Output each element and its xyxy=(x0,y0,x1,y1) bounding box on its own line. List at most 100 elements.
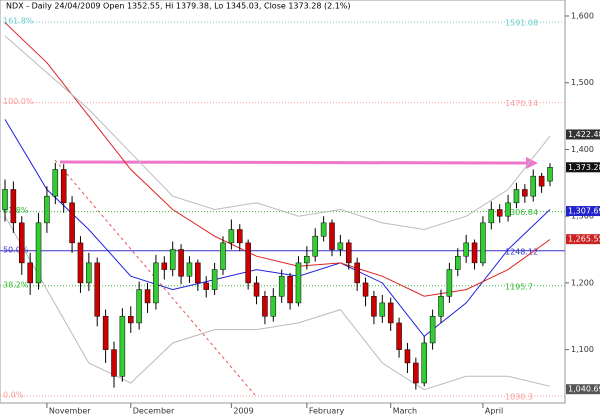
price-tag-label: 1,422.48 xyxy=(568,130,600,139)
candle-body xyxy=(94,262,100,317)
candle-body xyxy=(211,269,218,290)
candle-body xyxy=(396,322,402,350)
candle-body xyxy=(161,262,168,270)
line-series xyxy=(4,35,551,231)
candle-body xyxy=(522,189,528,197)
candle-body xyxy=(270,295,277,317)
candle-body xyxy=(547,167,553,182)
candle-body xyxy=(513,189,520,204)
candle-body xyxy=(295,262,302,304)
line-series xyxy=(4,22,551,297)
line-series xyxy=(4,119,551,338)
x-tick-label: November xyxy=(49,407,91,416)
price-tag-label: 1,265.55 xyxy=(568,235,600,244)
candle-body xyxy=(346,242,352,264)
price-tag-label: 1,307.69 xyxy=(568,207,600,216)
candle-body xyxy=(304,255,310,264)
y-tick-label: 1,400 xyxy=(571,145,594,154)
candle-body xyxy=(387,302,394,324)
candle-body xyxy=(2,189,8,210)
candle-body xyxy=(530,175,536,197)
fib-value: 1470.14 xyxy=(505,99,538,108)
price-tag xyxy=(566,206,600,217)
candle-body xyxy=(278,275,285,297)
candle-body xyxy=(220,242,226,270)
fib-label: 100.0% xyxy=(3,97,34,106)
candle-body xyxy=(136,289,142,324)
candle-body xyxy=(421,342,427,384)
y-tick-label: 1,600 xyxy=(571,12,594,21)
plot-frame xyxy=(0,0,566,404)
candle-body xyxy=(86,262,92,284)
x-tick-label: 2009 xyxy=(233,407,253,416)
line-series xyxy=(4,215,551,391)
fib-label: 50.0% xyxy=(3,245,29,254)
candle-body xyxy=(203,282,209,290)
candle-body xyxy=(320,222,327,237)
candle-body xyxy=(413,362,419,384)
candle-body xyxy=(35,222,42,284)
candle-body xyxy=(438,295,444,317)
candle-body xyxy=(455,255,461,270)
candle-body xyxy=(27,262,33,284)
candle-body xyxy=(337,242,344,250)
candle-body xyxy=(52,169,59,197)
candle-body xyxy=(505,202,511,217)
candle-body xyxy=(10,189,17,224)
fib-value: 1591.08 xyxy=(505,18,538,27)
candle-body xyxy=(178,249,184,277)
fib-label: 0.0% xyxy=(3,391,24,400)
candle-body xyxy=(44,195,50,224)
y-tick-label: 1,200 xyxy=(571,278,594,287)
candle-body xyxy=(69,202,75,244)
fib-value: 1248.12 xyxy=(505,247,538,256)
candle-body xyxy=(262,295,268,317)
x-tick-label: February xyxy=(309,407,345,416)
x-tick-label: March xyxy=(393,407,417,416)
candle-body xyxy=(102,316,109,350)
candle-body xyxy=(471,242,478,264)
candle-body xyxy=(153,262,159,304)
x-tick-label: April xyxy=(485,407,503,416)
candle-body xyxy=(195,262,201,284)
candle-body xyxy=(169,249,176,270)
price-tag xyxy=(566,129,600,140)
candle-body xyxy=(186,262,193,277)
candle-body xyxy=(371,295,377,317)
candle-body xyxy=(111,349,117,377)
price-tag-label: 1,040.69 xyxy=(568,385,600,394)
candle-body xyxy=(119,316,126,377)
candle-body xyxy=(538,175,545,187)
price-tag xyxy=(566,384,600,395)
chart-title: NDX - Daily 24/04/2009 Open 1352.55, Hi … xyxy=(6,2,351,11)
candle-body xyxy=(329,222,335,250)
y-tick-label: 1,500 xyxy=(571,78,594,87)
y-tick-label: 1,100 xyxy=(571,345,594,354)
fib-value: 1195.7 xyxy=(505,282,533,291)
candle-body xyxy=(429,316,436,344)
x-tick-label: December xyxy=(133,407,175,416)
candle-body xyxy=(144,289,151,304)
price-tag xyxy=(566,234,600,245)
candle-body xyxy=(287,275,293,304)
candle-body xyxy=(77,242,84,284)
candle-body xyxy=(404,349,411,364)
fib-value: 1030.3 xyxy=(505,393,533,402)
candle-body xyxy=(228,229,235,244)
fib-value: 1306.84 xyxy=(505,208,538,217)
candle-body xyxy=(362,282,369,297)
price-tag-label: 1,373.28 xyxy=(568,163,600,172)
candle-body xyxy=(253,282,260,297)
fib-label: 161.8% xyxy=(3,16,34,25)
candle-body xyxy=(463,242,469,257)
candle-body xyxy=(312,235,318,257)
candle-body xyxy=(237,229,243,244)
candle-body xyxy=(245,242,251,284)
fib-label: 38.2% xyxy=(3,280,29,289)
arrow-line xyxy=(59,160,529,165)
candle-body xyxy=(496,209,503,217)
candle-body xyxy=(480,222,486,264)
arrow-head xyxy=(526,157,538,169)
candle-body xyxy=(488,209,495,224)
